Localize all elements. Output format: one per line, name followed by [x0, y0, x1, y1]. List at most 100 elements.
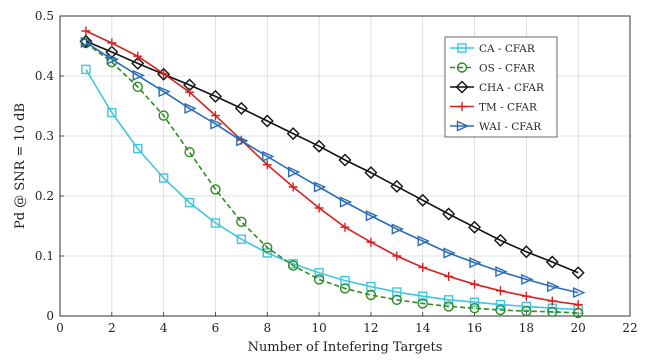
y-tick-label: 0.3 — [35, 129, 54, 143]
x-tick-label: 2 — [108, 321, 116, 335]
data-point-ca-cfar — [158, 173, 169, 183]
data-point-wai-cfar — [365, 210, 379, 222]
data-point-ca-cfar — [469, 297, 480, 307]
x-tick-label: 8 — [263, 321, 271, 335]
data-point-os-cfar — [132, 81, 143, 93]
y-tick-label: 0 — [46, 309, 54, 323]
data-point-ca-cfar — [262, 248, 272, 258]
legend-entry-ca-cfar: CA - CFAR — [450, 43, 536, 55]
data-point-cha-cfar — [571, 266, 585, 280]
data-point-os-cfar — [158, 110, 169, 121]
data-point-cha-cfar — [312, 139, 326, 153]
x-tick-label: 0 — [56, 321, 64, 335]
data-point-wai-cfar — [287, 166, 301, 178]
data-point-os-cfar — [339, 283, 351, 294]
data-point-wai-cfar — [132, 69, 145, 81]
data-point-ca-cfar — [443, 295, 454, 305]
legend-marker-cha-cfar — [455, 80, 469, 94]
x-tick-label: 18 — [519, 321, 534, 335]
data-point-os-cfar — [547, 306, 558, 317]
x-tick-label: 6 — [212, 321, 220, 335]
data-point-ca-cfar — [210, 218, 221, 228]
data-point-ca-cfar — [107, 107, 117, 118]
data-point-os-cfar — [287, 260, 299, 271]
x-tick-label: 12 — [363, 321, 378, 335]
data-point-tm-cfar — [495, 286, 505, 296]
data-point-cha-cfar — [519, 245, 533, 259]
data-point-os-cfar — [495, 304, 506, 316]
y-tick-label: 0.1 — [35, 249, 54, 263]
y-tick-label: 0.2 — [35, 189, 54, 203]
data-point-os-cfar — [210, 184, 221, 195]
data-point-tm-cfar — [392, 251, 402, 261]
data-point-cha-cfar — [468, 220, 482, 234]
data-point-ca-cfar — [340, 275, 350, 286]
series-wai-cfar — [80, 36, 586, 299]
data-point-tm-cfar — [210, 111, 220, 121]
data-point-os-cfar — [236, 216, 247, 228]
data-point-tm-cfar — [159, 69, 169, 79]
data-point-tm-cfar — [107, 38, 117, 48]
legend-label-cha-cfar: CHA - CFAR — [479, 82, 545, 94]
plot-frame — [59, 15, 631, 317]
data-point-cha-cfar — [208, 89, 222, 103]
data-point-wai-cfar — [210, 118, 223, 130]
data-point-wai-cfar — [158, 86, 171, 98]
data-point-ca-cfar — [184, 197, 195, 208]
data-point-ca-cfar — [81, 64, 91, 75]
data-point-tm-cfar — [470, 279, 480, 289]
legend-entry-tm-cfar: TM - CFAR — [450, 102, 538, 114]
data-point-wai-cfar — [391, 223, 405, 235]
data-point-ca-cfar — [314, 268, 324, 278]
x-tick-label: 4 — [160, 321, 168, 335]
legend-entry-cha-cfar: CHA - CFAR — [450, 80, 545, 94]
data-point-tm-cfar — [185, 87, 195, 97]
data-point-wai-cfar — [495, 266, 508, 278]
data-point-wai-cfar — [572, 287, 586, 299]
x-tick-label: 14 — [415, 321, 431, 335]
data-point-cha-cfar — [493, 233, 507, 247]
legend-label-os-cfar: OS - CFAR — [479, 63, 536, 75]
data-point-os-cfar — [313, 274, 325, 285]
legend-marker-tm-cfar — [457, 102, 467, 111]
data-point-tm-cfar — [314, 203, 324, 213]
data-point-wai-cfar — [262, 150, 275, 162]
data-point-tm-cfar — [418, 262, 428, 272]
data-point-tm-cfar — [444, 271, 454, 281]
data-point-cha-cfar — [79, 34, 93, 48]
legend-marker-os-cfar — [456, 62, 468, 73]
x-tick-label: 20 — [571, 321, 586, 335]
x-tick-label: 16 — [467, 321, 482, 335]
data-point-os-cfar — [391, 294, 403, 305]
legend-entry-os-cfar: OS - CFAR — [450, 62, 536, 75]
series-lines — [79, 26, 586, 319]
axis-ticks: 0 2 4 6 8 10 12 14 16 18 20 22 0 0.1 0.2 0.3 0.4 0.5 — [35, 9, 638, 335]
data-point-cha-cfar — [545, 255, 559, 269]
data-point-wai-cfar — [184, 102, 197, 114]
data-point-os-cfar — [262, 242, 273, 253]
x-tick-label: 22 — [622, 321, 637, 335]
data-point-wai-cfar — [106, 53, 120, 65]
legend-label-wai-cfar: WAI - CFAR — [479, 121, 542, 133]
data-point-ca-cfar — [133, 143, 143, 154]
data-point-cha-cfar — [442, 207, 456, 221]
x-axis-label: Number of Intefering Targets — [248, 340, 443, 355]
data-point-wai-cfar — [80, 36, 94, 48]
data-point-wai-cfar — [547, 281, 560, 293]
legend-marker-wai-cfar — [456, 120, 470, 132]
data-point-wai-cfar — [417, 235, 430, 247]
data-point-cha-cfar — [131, 56, 145, 70]
data-point-tm-cfar — [521, 291, 531, 301]
y-tick-label: 0.5 — [35, 9, 54, 23]
data-point-cha-cfar — [234, 101, 248, 115]
x-tick-label: 10 — [311, 321, 326, 335]
legend-entry-wai-cfar: WAI - CFAR — [450, 120, 542, 133]
data-point-tm-cfar — [262, 160, 272, 170]
data-point-tm-cfar — [547, 296, 557, 306]
data-point-wai-cfar — [339, 196, 353, 208]
legend-label-ca-cfar: CA - CFAR — [479, 43, 536, 55]
data-point-os-cfar — [521, 306, 532, 317]
data-point-wai-cfar — [521, 273, 534, 285]
